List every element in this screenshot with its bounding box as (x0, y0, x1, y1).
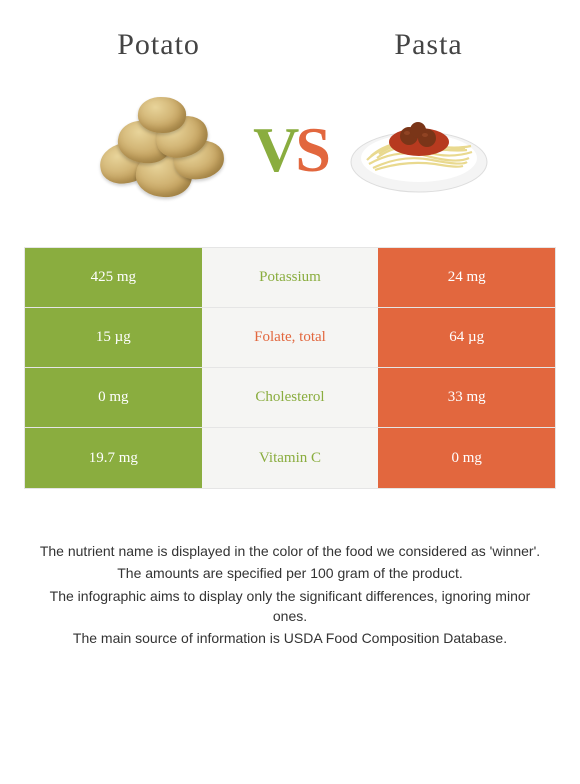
right-value-cell: 0 mg (378, 428, 555, 488)
nutrient-label-cell: Vitamin C (202, 428, 379, 488)
right-value-cell: 24 mg (378, 248, 555, 307)
footer-line-3: The infographic aims to display only the… (38, 586, 542, 627)
left-value-cell: 15 µg (25, 308, 202, 367)
table-row: 425 mgPotassium24 mg (25, 248, 555, 308)
vs-letter-v: V (253, 113, 295, 187)
table-row: 19.7 mgVitamin C0 mg (25, 428, 555, 488)
left-value-cell: 19.7 mg (25, 428, 202, 488)
left-food-title: Potato (117, 28, 200, 62)
right-value-cell: 64 µg (378, 308, 555, 367)
nutrient-label-cell: Potassium (202, 248, 379, 307)
footer-line-1: The nutrient name is displayed in the co… (38, 541, 542, 561)
right-food-title: Pasta (394, 28, 462, 62)
header-row: Potato Pasta (0, 0, 580, 72)
nutrient-table: 425 mgPotassium24 mg15 µgFolate, total64… (24, 247, 556, 489)
vs-letter-s: S (295, 113, 327, 187)
pasta-image (347, 82, 492, 217)
nutrient-label-cell: Cholesterol (202, 368, 379, 427)
left-value-cell: 0 mg (25, 368, 202, 427)
left-value-cell: 425 mg (25, 248, 202, 307)
images-row: VS (0, 72, 580, 247)
footer-line-4: The main source of information is USDA F… (38, 628, 542, 648)
table-row: 0 mgCholesterol33 mg (25, 368, 555, 428)
table-row: 15 µgFolate, total64 µg (25, 308, 555, 368)
footer-notes: The nutrient name is displayed in the co… (0, 489, 580, 670)
footer-line-2: The amounts are specified per 100 gram o… (38, 563, 542, 583)
right-value-cell: 33 mg (378, 368, 555, 427)
potato-image (88, 82, 233, 217)
vs-label: VS (253, 113, 327, 187)
nutrient-label-cell: Folate, total (202, 308, 379, 367)
